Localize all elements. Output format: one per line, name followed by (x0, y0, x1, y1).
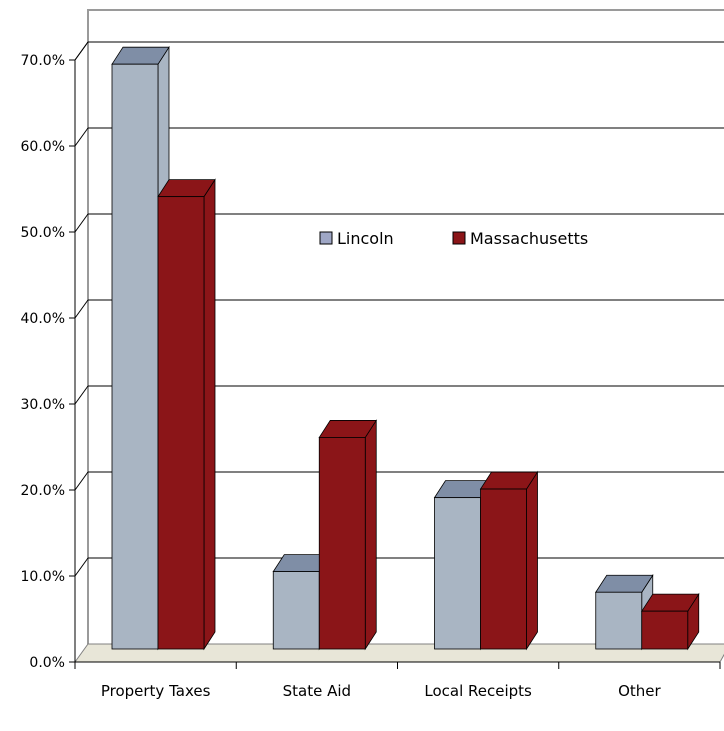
bar-side (203, 178, 216, 651)
gridline-side (74, 385, 89, 405)
axes (69, 59, 721, 669)
legend: Lincoln Massachusetts (319, 229, 588, 248)
legend-label: Massachusetts (470, 229, 588, 248)
y-tick-label: 50.0% (21, 225, 65, 241)
y-tick-label: 30.0% (21, 397, 65, 413)
legend-item: Massachusetts (452, 229, 588, 248)
bar-side (526, 470, 538, 651)
gridline-side (74, 471, 89, 491)
gridline-side (74, 127, 89, 147)
bar-front (641, 610, 689, 650)
bar-massachusetts (641, 592, 700, 651)
gridline-side (74, 299, 89, 319)
legend-swatch (452, 231, 466, 245)
back-wall-border (87, 9, 724, 644)
y-tick-label: 70.0% (21, 53, 65, 69)
bar-side (364, 419, 377, 651)
bars (111, 45, 700, 651)
gridline-side (74, 557, 89, 577)
y-tick-label: 10.0% (21, 569, 65, 585)
x-category-labels: Property Taxes State Aid Local Receipts Oth… (101, 682, 662, 700)
legend-item: Lincoln (319, 229, 394, 248)
x-category-label: Property Taxes (101, 682, 211, 700)
bar-front (480, 488, 527, 650)
y-tick-label: 0.0% (29, 655, 65, 671)
gridline-side (74, 41, 89, 61)
x-category-label: Local Receipts (424, 682, 532, 700)
legend-label: Lincoln (337, 229, 394, 248)
bar-front (111, 63, 159, 650)
bar-lincoln (595, 573, 654, 651)
bar-front (318, 437, 366, 650)
y-tick-label: 60.0% (21, 139, 65, 155)
x-category-label: Other (618, 682, 661, 700)
bar-front (595, 591, 643, 650)
bar-massachusetts (318, 419, 377, 651)
bar-front (157, 196, 205, 650)
legend-swatch (319, 231, 333, 245)
bar-massachusetts (157, 178, 216, 651)
bar-massachusetts (479, 470, 539, 651)
y-tick-label: 20.0% (21, 483, 65, 499)
y-tick-labels: 0.0% 10.0% 20.0% 30.0% 40.0% 50.0% 60.0% 70.0% (21, 53, 65, 671)
bar-front (434, 497, 481, 650)
bar-front (272, 571, 320, 650)
gridline-side (74, 213, 89, 233)
y-tick-label: 40.0% (21, 311, 65, 327)
x-category-label: State Aid (283, 682, 351, 700)
